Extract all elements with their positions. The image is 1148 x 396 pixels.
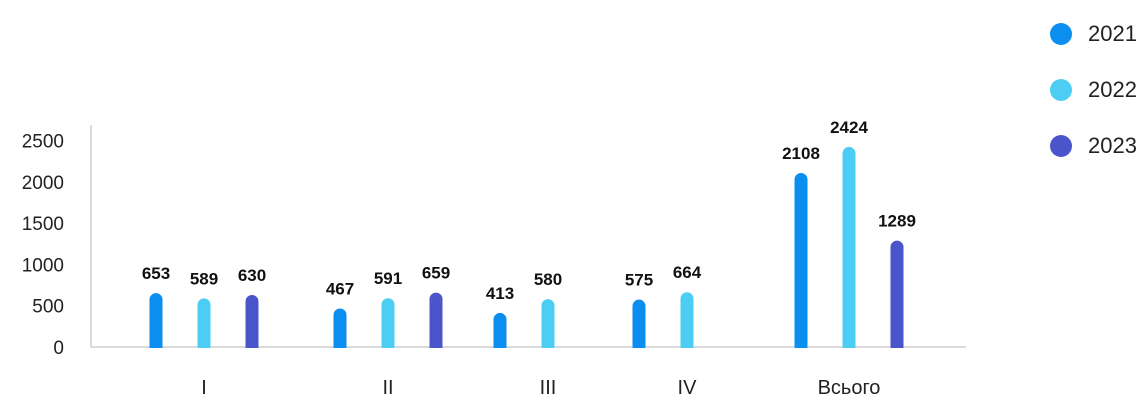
y-tick-label: 1500 — [22, 214, 64, 235]
data-label: 467 — [326, 279, 354, 298]
legend-item-2023: 2023 — [1050, 118, 1137, 174]
data-label: 575 — [625, 271, 653, 290]
data-label: 591 — [374, 269, 402, 288]
data-label: 413 — [486, 284, 514, 303]
category-labels: I II III IV Всього — [201, 377, 880, 396]
legend: 2021 2022 2023 — [1050, 6, 1137, 174]
data-label: 580 — [534, 270, 562, 289]
bar-2022-2 — [541, 299, 555, 353]
y-tick-label: 2500 — [22, 132, 64, 153]
data-labels: 653 467 413 575 2108 589 591 580 664 2424 630 659 12… — [142, 118, 916, 303]
bar-2021-3 — [632, 299, 646, 353]
legend-dot-icon — [1050, 23, 1072, 45]
y-tick-label: 0 — [53, 338, 64, 359]
data-label: 664 — [673, 263, 702, 282]
bar-2021-2 — [493, 312, 507, 353]
bar-2021-1 — [333, 308, 347, 353]
legend-label: 2022 — [1088, 77, 1137, 102]
bar-2022-3 — [680, 292, 694, 353]
bar-2023-0 — [245, 294, 259, 353]
category-label: III — [540, 377, 557, 396]
bar-2022-4 — [842, 146, 856, 353]
data-label: 589 — [190, 269, 218, 288]
bar-2021-0 — [149, 293, 163, 353]
legend-dot-icon — [1050, 79, 1072, 101]
legend-dot-icon — [1050, 135, 1072, 157]
bar-2022-0 — [197, 298, 211, 353]
bar-2023-4 — [890, 240, 904, 353]
legend-item-2021: 2021 — [1050, 6, 1137, 62]
legend-item-2022: 2022 — [1050, 62, 1137, 118]
axis-mask — [91, 348, 966, 358]
legend-label: 2021 — [1088, 21, 1137, 46]
category-label: I — [201, 377, 207, 396]
data-label: 653 — [142, 264, 170, 283]
data-label: 659 — [422, 264, 450, 283]
y-tick-labels: 0 500 1000 1500 2000 2500 — [22, 132, 64, 359]
legend-label: 2023 — [1088, 133, 1137, 158]
category-label: IV — [678, 377, 698, 396]
category-label: II — [382, 377, 393, 396]
bars — [91, 146, 966, 358]
data-label: 2108 — [782, 144, 820, 163]
bar-2021-4 — [794, 172, 808, 353]
y-tick-label: 1000 — [22, 255, 64, 276]
data-label: 1289 — [878, 212, 916, 231]
data-label: 630 — [238, 266, 266, 285]
bar-2023-1 — [429, 292, 443, 353]
y-tick-label: 2000 — [22, 173, 64, 194]
data-label: 2424 — [830, 118, 868, 137]
bar-2022-1 — [381, 298, 395, 353]
category-label: Всього — [818, 377, 881, 396]
y-tick-label: 500 — [32, 297, 64, 318]
